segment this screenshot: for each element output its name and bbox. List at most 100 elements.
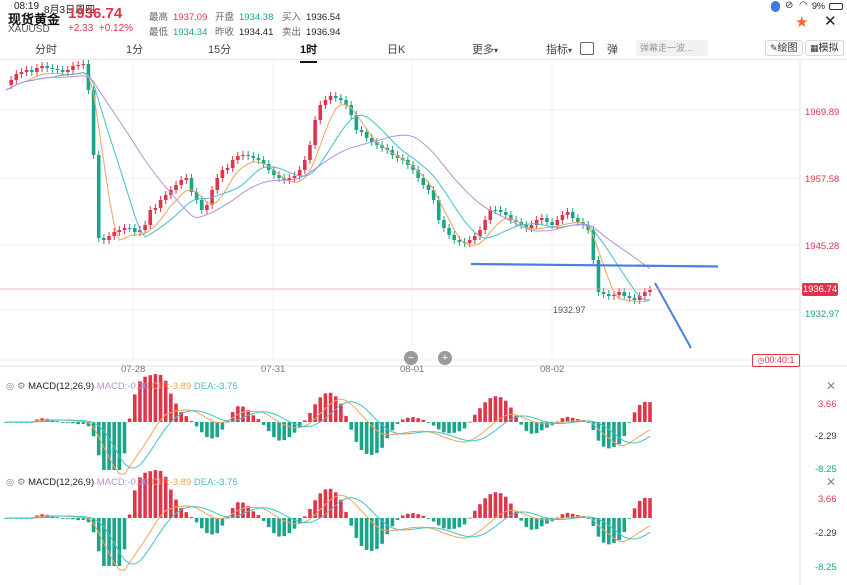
close-icon[interactable]: ✕ xyxy=(826,379,837,393)
mic-icon xyxy=(771,1,780,12)
eye-icon[interactable]: ◎ xyxy=(6,381,15,392)
macd-bar xyxy=(411,513,415,518)
macd-bar xyxy=(138,477,142,518)
macd-bar xyxy=(529,422,534,434)
macd-bar xyxy=(478,408,482,422)
simulate-button[interactable]: ▦模拟 xyxy=(805,40,844,56)
low-stat: 最低 1934.34 xyxy=(149,24,207,38)
star-icon[interactable]: ★ xyxy=(795,14,809,31)
macd-bar xyxy=(138,381,142,422)
open-label: 开盘 xyxy=(215,12,235,23)
macd-bar xyxy=(406,513,410,518)
macd-bar xyxy=(313,500,317,518)
macd-bar xyxy=(127,514,132,518)
chevron-down-icon: ▾ xyxy=(494,46,499,55)
macd-bar xyxy=(565,512,570,518)
danmu-input[interactable]: 弹幕走一波... xyxy=(636,40,708,56)
macd-bar xyxy=(102,422,106,470)
indicator-label: 指标 xyxy=(546,44,568,56)
macd-bar xyxy=(91,518,96,533)
quote-header: 现货黄金 XAUUSD 1936.74 +2.33 +0.12% 最高 1937.… xyxy=(0,0,847,38)
buy-value: 1936.54 xyxy=(306,12,341,23)
support-line[interactable] xyxy=(470,262,719,268)
macd-bar xyxy=(380,422,384,448)
macd-bar xyxy=(55,517,60,519)
chart-area[interactable] xyxy=(0,60,847,585)
close-icon[interactable]: ✕ xyxy=(824,13,837,30)
trend-arrow-line[interactable] xyxy=(654,282,692,349)
macd-bar xyxy=(81,518,86,520)
macd-bar xyxy=(323,393,328,422)
macd-value: MACD:-0.30 xyxy=(96,477,150,488)
candle-body xyxy=(509,215,513,220)
candle-body xyxy=(205,205,209,210)
macd-bar xyxy=(545,518,549,524)
candle-body xyxy=(174,185,178,190)
macd-bar xyxy=(493,396,498,422)
macd-name: MACD(12,26,9) xyxy=(28,381,95,392)
macd-bar xyxy=(153,374,158,422)
dea-line xyxy=(6,497,651,565)
macd-bar xyxy=(586,518,590,519)
minus-icon[interactable]: − xyxy=(404,351,418,365)
macd-bar xyxy=(457,422,462,432)
candle-body xyxy=(76,65,80,66)
tab-1hour[interactable]: 1时 xyxy=(300,41,318,63)
candle-body xyxy=(91,90,96,155)
macd-bar xyxy=(122,518,127,550)
sell-label: 卖出 xyxy=(282,27,302,38)
settings-icon[interactable]: ⚙ xyxy=(16,381,26,392)
tab-1min[interactable]: 1分 xyxy=(126,44,144,56)
candle-body xyxy=(60,70,65,72)
macd-bar xyxy=(416,514,420,518)
tab-more[interactable]: 更多▾ xyxy=(472,41,498,57)
macd-bar xyxy=(565,416,570,422)
eye-icon[interactable]: ◎ xyxy=(6,477,15,488)
macd-bar xyxy=(431,422,436,426)
macd-bar xyxy=(225,421,230,423)
candle-body xyxy=(303,160,307,170)
candle-body xyxy=(498,210,503,212)
candle-body xyxy=(122,228,127,230)
candle-body xyxy=(40,66,44,68)
macd-bar xyxy=(117,518,122,566)
candle-body xyxy=(416,170,420,178)
settings-icon[interactable]: ⚙ xyxy=(16,477,26,488)
change-pct: +0.12% xyxy=(98,23,134,34)
macd1-axis-mid: -2.29 xyxy=(815,431,837,442)
high-label: 最高 xyxy=(149,12,169,23)
macd-bar xyxy=(637,500,642,518)
candle-body xyxy=(225,168,230,170)
plus-icon[interactable]: + xyxy=(438,351,452,365)
candle-body xyxy=(612,295,616,296)
close-icon[interactable]: ✕ xyxy=(826,475,837,489)
price-change: +2.33 +0.12% xyxy=(68,23,133,34)
macd-bar xyxy=(555,517,560,519)
high-value: 1937.09 xyxy=(173,12,208,23)
macd-bar xyxy=(385,518,390,535)
settings-icon[interactable] xyxy=(580,42,594,55)
draw-button[interactable]: ✎绘图 xyxy=(765,40,803,56)
prev-value: 1934.41 xyxy=(239,27,274,38)
macd-bar xyxy=(462,518,467,525)
macd-bar xyxy=(256,515,261,518)
macd-bar xyxy=(179,508,183,518)
tab-15min[interactable]: 15分 xyxy=(208,44,232,56)
indicator-button[interactable]: 指标▾ xyxy=(546,41,572,57)
candle-body xyxy=(194,192,199,200)
danmu-icon[interactable]: 弹 xyxy=(607,44,618,56)
macd-bar xyxy=(354,422,359,442)
macd-bar xyxy=(369,422,374,455)
macd-bar xyxy=(60,518,65,519)
macd-bar xyxy=(503,400,508,422)
tab-daily[interactable]: 日K xyxy=(387,44,406,56)
grid-icon: ▦ xyxy=(810,43,819,53)
macd-bar xyxy=(339,403,343,422)
candle-body xyxy=(431,190,436,200)
macd-bar xyxy=(359,422,364,450)
candle-body xyxy=(179,180,183,185)
candle-body xyxy=(436,200,441,220)
candle-body xyxy=(102,238,106,240)
dif-line xyxy=(6,398,651,475)
tab-timeshare[interactable]: 分时 xyxy=(35,44,57,56)
